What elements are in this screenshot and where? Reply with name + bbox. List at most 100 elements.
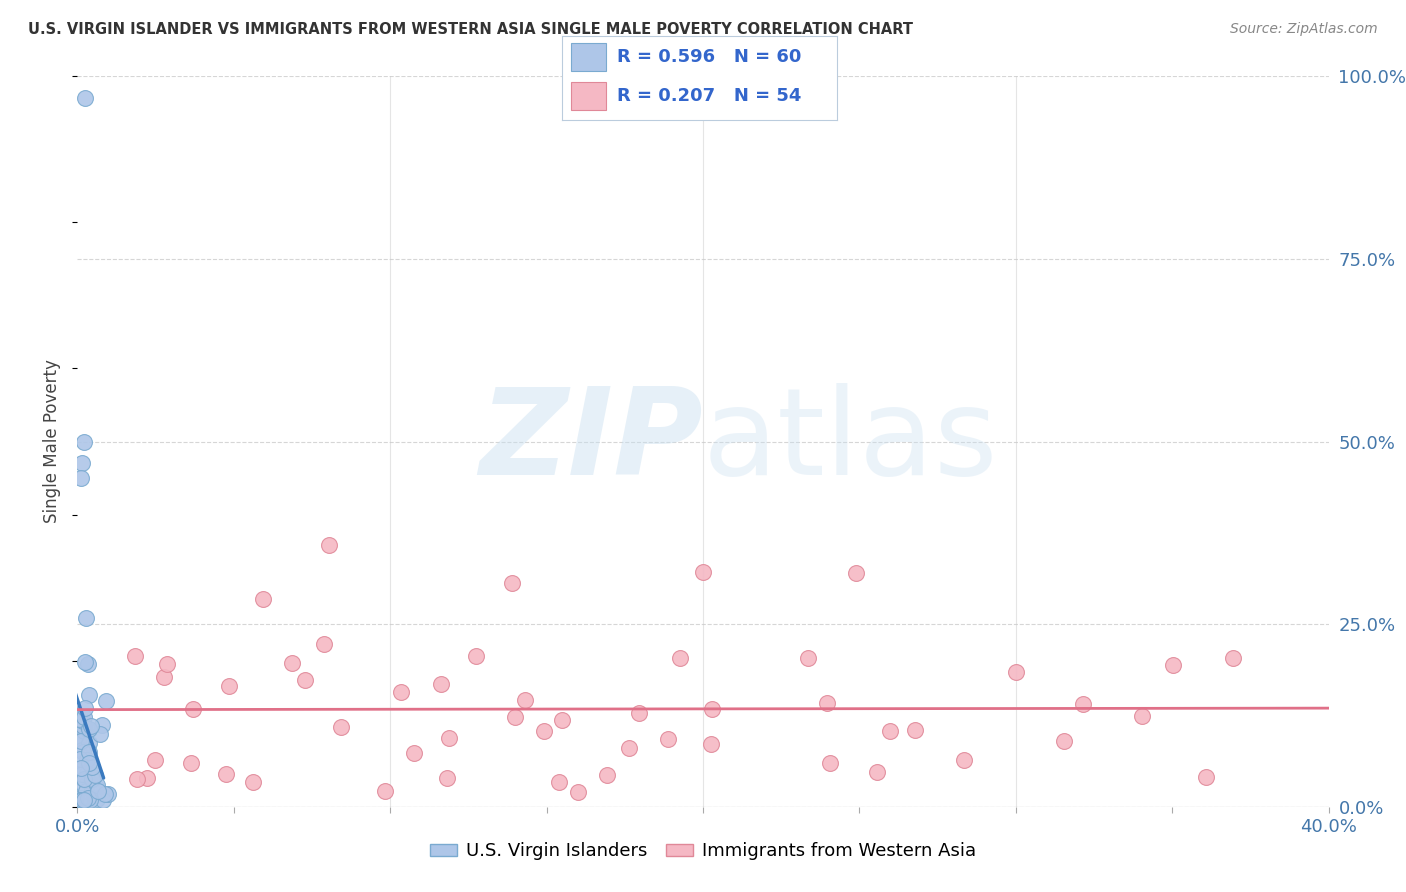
Point [242, 775, 264, 789]
Point [1052, 734, 1074, 748]
Point [72, 434, 94, 449]
Point [77, 723, 100, 738]
Point [312, 637, 335, 651]
Text: R = 0.596   N = 60: R = 0.596 N = 60 [617, 48, 801, 66]
Point [76, 793, 98, 807]
Point [218, 679, 240, 693]
Point [797, 651, 820, 665]
Point [1130, 709, 1153, 723]
Point [374, 783, 396, 797]
Point [80, 718, 103, 732]
Point [72, 743, 94, 757]
Point [80, 760, 103, 774]
Point [91, 793, 114, 807]
Point [75, 611, 97, 625]
Point [668, 651, 690, 665]
Point [548, 775, 571, 789]
Point [952, 754, 974, 768]
Point [551, 713, 574, 727]
Point [464, 648, 486, 663]
Point [70, 791, 93, 805]
Point [503, 710, 526, 724]
Point [215, 767, 238, 781]
Point [75, 783, 97, 797]
Point [73, 710, 96, 724]
Point [79, 735, 101, 749]
Text: ZIP: ZIP [479, 383, 703, 500]
Point [83, 768, 105, 782]
Point [567, 785, 589, 799]
Point [70, 471, 93, 485]
Point [627, 706, 650, 720]
Point [75, 772, 97, 787]
Bar [571, 82, 606, 111]
Point [72, 793, 94, 807]
Point [143, 753, 166, 767]
Point [501, 576, 523, 591]
Point [127, 772, 149, 786]
Point [86, 778, 108, 792]
Point [79, 793, 101, 807]
Point [879, 724, 901, 739]
Point [73, 793, 96, 807]
Point [70, 767, 93, 781]
Point [91, 717, 114, 731]
Point [596, 767, 619, 781]
Point [657, 732, 679, 747]
Point [153, 670, 176, 684]
Point [845, 566, 868, 581]
Point [136, 771, 159, 785]
Point [73, 655, 96, 669]
Point [97, 787, 120, 801]
Point [1071, 698, 1094, 712]
Y-axis label: Single Male Poverty: Single Male Poverty [44, 359, 62, 524]
Point [86, 792, 108, 806]
Point [76, 790, 98, 805]
Point [75, 700, 97, 714]
Point [80, 770, 103, 784]
Point [818, 756, 841, 771]
Point [82, 781, 104, 796]
Point [77, 756, 100, 771]
Point [430, 677, 453, 691]
Point [70, 763, 93, 777]
Point [67, 731, 90, 745]
Point [80, 772, 103, 786]
Point [70, 761, 93, 775]
Point [1161, 657, 1184, 672]
Point [69, 733, 91, 747]
Text: Source: ZipAtlas.com: Source: ZipAtlas.com [1230, 22, 1378, 37]
Point [73, 719, 96, 733]
Point [436, 772, 458, 786]
Point [617, 741, 640, 756]
Point [67, 712, 90, 726]
Point [700, 737, 723, 751]
Point [866, 765, 889, 780]
Point [79, 689, 101, 703]
Point [73, 779, 96, 793]
Point [437, 731, 460, 746]
Point [391, 685, 413, 699]
Point [815, 696, 838, 710]
Point [94, 693, 117, 707]
Point [156, 657, 179, 671]
Point [75, 91, 97, 105]
Point [69, 793, 91, 807]
Point [76, 753, 98, 767]
Point [77, 745, 100, 759]
Point [73, 723, 96, 738]
Point [72, 772, 94, 787]
Point [72, 714, 94, 729]
Point [70, 793, 93, 807]
Point [180, 756, 202, 771]
Point [80, 769, 103, 783]
Point [93, 787, 115, 801]
Point [318, 538, 340, 552]
Point [904, 723, 927, 738]
Point [281, 656, 304, 670]
Point [76, 766, 98, 780]
Bar [571, 44, 606, 71]
Point [692, 565, 714, 579]
Point [700, 702, 723, 716]
Point [84, 780, 107, 794]
